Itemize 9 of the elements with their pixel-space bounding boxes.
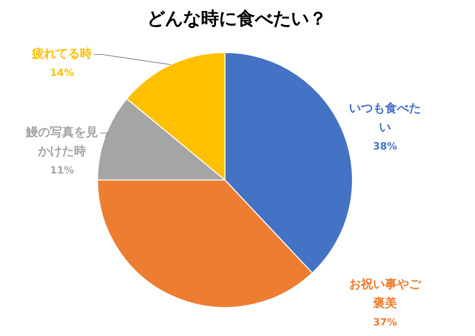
- slice-label: 疲れてる時: [31, 46, 92, 61]
- data-label: 11%: [50, 166, 74, 177]
- data-label: 37%: [373, 318, 397, 329]
- slice-label: お祝い事やご褒美: [349, 277, 422, 310]
- data-label: 38%: [373, 142, 397, 153]
- chart-title: どんな時に食べたい？: [147, 8, 327, 30]
- data-label: 14%: [50, 68, 74, 80]
- slice-label: いつも食べたい: [349, 101, 421, 134]
- slice-label: 鰻の写真を見かけた時: [25, 125, 98, 158]
